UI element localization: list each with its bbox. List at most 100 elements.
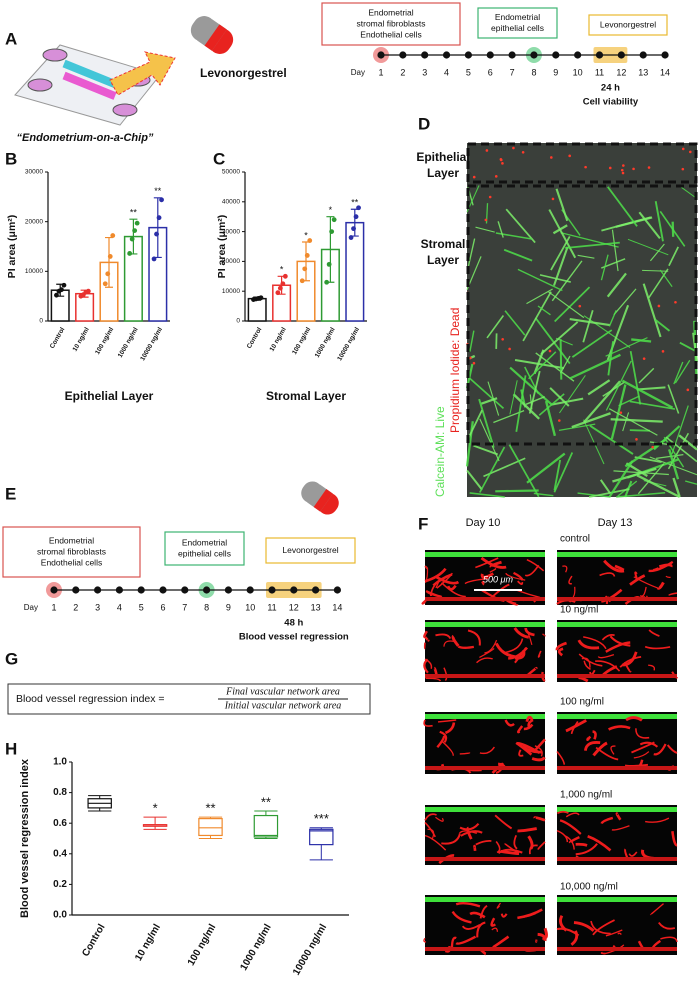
dead-cell bbox=[681, 147, 685, 151]
blood-vessel bbox=[592, 730, 597, 740]
panel-label: F bbox=[418, 514, 428, 533]
blood-vessel bbox=[479, 905, 488, 919]
chip-port bbox=[112, 103, 138, 117]
live-cell-fiber bbox=[656, 453, 684, 459]
x-tick-label: 10000 ng/ml bbox=[291, 922, 329, 977]
dead-cell bbox=[620, 168, 624, 172]
live-cell-fiber bbox=[629, 400, 676, 410]
data-point bbox=[258, 295, 264, 301]
blood-vessel bbox=[533, 816, 546, 822]
blood-vessel bbox=[556, 810, 569, 815]
data-point bbox=[105, 271, 111, 277]
data-point bbox=[324, 279, 330, 285]
blood-vessel bbox=[601, 634, 615, 641]
timeline-box-text: Endothelial cells bbox=[360, 29, 421, 39]
dead-cell bbox=[499, 158, 503, 162]
live-cell-fiber bbox=[659, 269, 673, 288]
blood-vessel bbox=[436, 572, 453, 589]
blood-vessel bbox=[424, 565, 428, 569]
panel-label: D bbox=[418, 114, 430, 133]
blood-vessel bbox=[466, 826, 473, 840]
day-number: 8 bbox=[531, 67, 536, 77]
dead-cell bbox=[635, 438, 638, 441]
live-cell-fiber bbox=[642, 283, 662, 338]
x-tick-label: Control bbox=[246, 326, 264, 350]
dead-cell bbox=[485, 149, 489, 152]
y-tick-label: 0.6 bbox=[53, 818, 67, 829]
live-cell-fiber bbox=[505, 208, 536, 244]
blood-vessel bbox=[517, 580, 524, 585]
blood-vessel bbox=[660, 936, 678, 943]
live-cell-fiber bbox=[569, 353, 621, 380]
blood-vessel bbox=[658, 921, 676, 930]
dead-cell bbox=[584, 165, 587, 169]
vessel-base bbox=[557, 597, 677, 601]
live-cell-fiber bbox=[571, 412, 611, 429]
whisker-high bbox=[254, 810, 278, 816]
pill-a bbox=[190, 16, 234, 54]
live-cell-fiber bbox=[622, 412, 630, 432]
blood-vessel bbox=[479, 647, 495, 658]
day-number: 13 bbox=[311, 602, 321, 612]
data-point bbox=[129, 236, 135, 242]
dead-cell bbox=[686, 388, 690, 392]
blood-vessel bbox=[495, 840, 501, 854]
dead-cell bbox=[608, 166, 612, 170]
live-cell-fiber bbox=[522, 291, 552, 342]
row-label: 10,000 ng/ml bbox=[560, 882, 618, 893]
y-tick-label: 10000 bbox=[222, 288, 240, 295]
day-number: 2 bbox=[400, 67, 405, 77]
blood-vessel bbox=[622, 651, 638, 667]
dead-cell bbox=[688, 150, 692, 154]
live-cell-fiber bbox=[504, 310, 526, 336]
blood-vessel bbox=[648, 629, 660, 637]
live-cell-fiber bbox=[571, 329, 613, 358]
live-cell-fiber bbox=[665, 436, 698, 463]
x-tick-label: Control bbox=[80, 922, 107, 958]
live-cell-fiber bbox=[692, 332, 699, 363]
live-cell-fiber bbox=[659, 210, 686, 247]
day-number: 14 bbox=[660, 67, 670, 77]
day-dot bbox=[333, 586, 341, 594]
y-tick-label: 1.0 bbox=[53, 757, 67, 768]
data-point bbox=[280, 281, 286, 287]
y-tick-label: 0 bbox=[236, 318, 240, 325]
blood-vessel bbox=[611, 825, 630, 831]
blood-vessel bbox=[446, 584, 457, 591]
dead-cell bbox=[621, 171, 625, 175]
blood-vessel bbox=[635, 728, 650, 739]
day-dot bbox=[661, 51, 669, 59]
live-cell-fiber bbox=[600, 254, 609, 281]
data-point bbox=[299, 278, 305, 284]
blood-vessel bbox=[526, 558, 545, 572]
live-cell-fiber bbox=[627, 238, 669, 256]
blood-vessel bbox=[455, 901, 481, 908]
blood-vessel bbox=[556, 751, 565, 765]
column-label: Day 13 bbox=[598, 517, 633, 529]
drug-name: Levonorgestrel bbox=[200, 66, 287, 80]
live-cell-fiber bbox=[486, 315, 505, 339]
blood-vessel bbox=[634, 571, 638, 579]
timeline-box-text: Endometrial bbox=[495, 12, 540, 22]
vessel-base bbox=[557, 947, 677, 951]
vessel-image bbox=[557, 620, 677, 682]
data-point bbox=[275, 290, 281, 296]
dead-cell bbox=[508, 347, 511, 351]
dead-cell bbox=[681, 167, 685, 171]
live-cell-fiber bbox=[558, 423, 596, 431]
live-cell-fiber bbox=[613, 288, 637, 316]
data-point bbox=[159, 197, 164, 203]
blood-vessel bbox=[592, 919, 615, 936]
chip-channel bbox=[62, 71, 117, 100]
epithelium-band bbox=[557, 807, 677, 812]
blood-vessel bbox=[461, 924, 481, 930]
blood-vessel bbox=[424, 658, 433, 669]
data-point bbox=[134, 220, 140, 226]
epithelium-band bbox=[557, 552, 677, 557]
y-tick-label: 50000 bbox=[222, 169, 240, 176]
day-number: 8 bbox=[204, 602, 209, 612]
blood-vessel bbox=[435, 575, 460, 585]
blood-vessel bbox=[459, 822, 480, 831]
day-label: Day bbox=[24, 603, 38, 612]
blood-vessel bbox=[537, 932, 547, 942]
